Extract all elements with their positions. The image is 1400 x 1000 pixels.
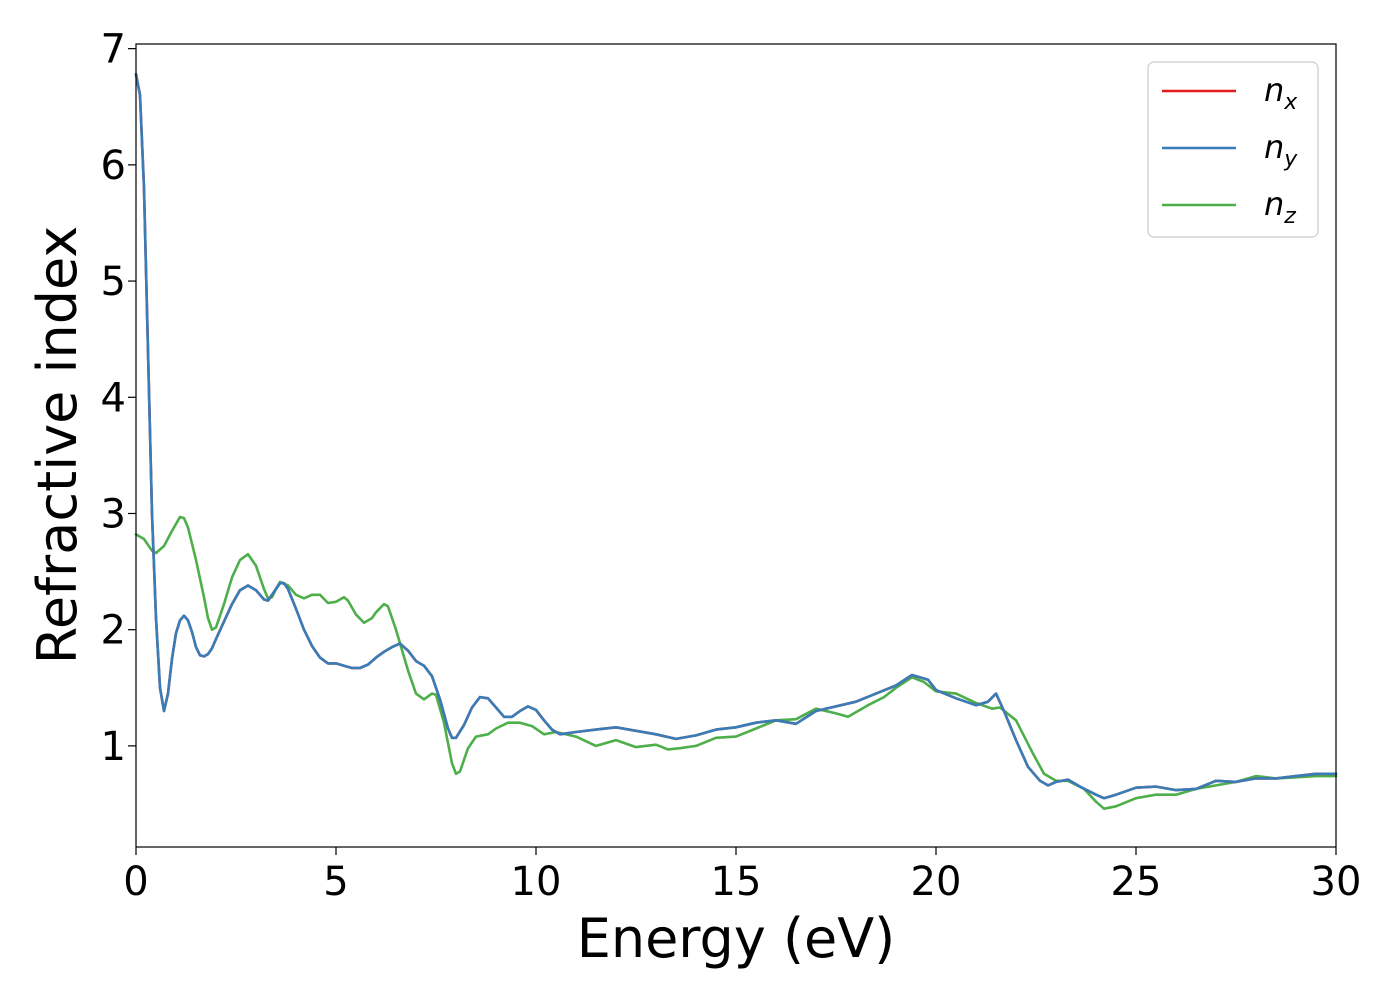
x-tick-label: 0 bbox=[123, 859, 148, 905]
y-tick-label: 7 bbox=[101, 27, 126, 73]
series-layer bbox=[134, 72, 1338, 810]
y-tick-label: 4 bbox=[101, 375, 126, 421]
y-tick-label: 1 bbox=[101, 724, 126, 770]
x-tick-label: 30 bbox=[1311, 859, 1362, 905]
legend-items: nx ny nz bbox=[1162, 71, 1298, 229]
legend-frame bbox=[1147, 61, 1319, 238]
legend-label-z: nz bbox=[1264, 185, 1296, 229]
y-tick-label: 5 bbox=[101, 259, 126, 305]
series-line-y bbox=[134, 72, 1338, 800]
series-line-z bbox=[134, 515, 1338, 810]
x-axis-ticks: 0 5 10 15 20 25 30 bbox=[123, 847, 1361, 905]
x-tick-label: 5 bbox=[323, 859, 348, 905]
y-tick-label: 3 bbox=[101, 491, 126, 537]
legend-label-x: nx bbox=[1264, 71, 1298, 115]
y-tick-label: 6 bbox=[101, 143, 126, 189]
x-tick-label: 20 bbox=[911, 859, 962, 905]
x-axis-title: Energy (eV) bbox=[577, 907, 896, 970]
x-tick-label: 10 bbox=[511, 859, 562, 905]
legend: nx ny nz bbox=[1147, 61, 1319, 238]
x-tick-label: 25 bbox=[1111, 859, 1162, 905]
legend-label-y: ny bbox=[1264, 128, 1298, 172]
y-axis-ticks: 1 2 3 4 5 6 7 bbox=[101, 27, 136, 770]
y-axis-title: Refractive index bbox=[26, 226, 89, 665]
y-tick-label: 2 bbox=[101, 608, 126, 654]
x-tick-label: 15 bbox=[711, 859, 762, 905]
